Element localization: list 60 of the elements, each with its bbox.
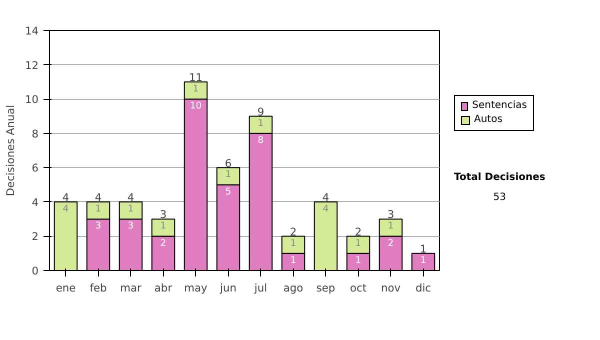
y-tick-label: 8 bbox=[32, 127, 39, 140]
total-label: 2 bbox=[354, 225, 362, 238]
data-label: 4 bbox=[322, 204, 329, 214]
x-tick-label: nov bbox=[380, 282, 401, 294]
annotation: Total Decisiones bbox=[454, 171, 546, 185]
data-label: 3 bbox=[95, 220, 102, 232]
data-label: 1 bbox=[355, 238, 362, 249]
total-label: 2 bbox=[290, 225, 297, 238]
legend-label: Autos bbox=[474, 113, 502, 127]
total-label: 4 bbox=[62, 191, 70, 204]
y-tick-label: 6 bbox=[32, 162, 39, 175]
data-label: 2 bbox=[388, 238, 394, 249]
data-label: 1 bbox=[420, 254, 426, 266]
x-tick-label: sep bbox=[316, 282, 336, 294]
x-tick-label: abr bbox=[154, 282, 173, 294]
total-label: 4 bbox=[127, 191, 134, 204]
total-label: 1 bbox=[420, 242, 427, 256]
total-label: 4 bbox=[94, 191, 102, 204]
x-tick-label: may bbox=[184, 282, 208, 294]
data-label: 1 bbox=[95, 204, 102, 214]
legend-label: Sentencias bbox=[472, 99, 527, 113]
y-axis-title: Decisiones Anual bbox=[4, 104, 17, 196]
x-tick-label: ago bbox=[283, 282, 304, 294]
data-label: 5 bbox=[225, 186, 232, 198]
legend-item: Autos bbox=[461, 113, 527, 127]
data-label: 1 bbox=[290, 254, 296, 266]
total-label: 3 bbox=[160, 208, 167, 222]
data-label: 1 bbox=[258, 118, 264, 129]
data-label: 4 bbox=[62, 204, 69, 214]
data-label: 1 bbox=[388, 220, 394, 232]
data-label: 1 bbox=[128, 204, 134, 214]
data-label: 8 bbox=[258, 134, 264, 146]
data-label: 1 bbox=[290, 238, 296, 249]
y-tick-label: 12 bbox=[24, 58, 39, 72]
x-tick-label: mar bbox=[120, 282, 142, 294]
annotation: 53 bbox=[492, 191, 508, 206]
y-tick-label: 14 bbox=[24, 24, 39, 38]
data-label: 1 bbox=[225, 169, 232, 180]
total-label: 6 bbox=[224, 156, 232, 170]
x-tick-label: feb bbox=[90, 282, 108, 294]
y-tick-label: 0 bbox=[32, 264, 39, 278]
y-tick-label: 10 bbox=[24, 93, 39, 106]
x-tick-label: jul bbox=[253, 282, 268, 294]
data-label: 2 bbox=[160, 238, 166, 249]
data-label: 1 bbox=[355, 254, 362, 266]
legend-item: Sentencias bbox=[461, 99, 527, 113]
data-label: 10 bbox=[190, 100, 202, 112]
total-label: 3 bbox=[387, 208, 394, 222]
y-tick-label: 4 bbox=[32, 196, 39, 209]
x-tick-label: dic bbox=[415, 282, 432, 294]
data-label: 3 bbox=[128, 220, 134, 232]
x-tick-label: oct bbox=[350, 282, 367, 294]
x-tick-label: jun bbox=[219, 282, 236, 294]
total-label: 4 bbox=[322, 191, 330, 204]
total-label: 11 bbox=[188, 71, 203, 84]
data-label: 1 bbox=[192, 84, 199, 94]
x-tick-label: ene bbox=[56, 282, 76, 294]
y-tick-label: 2 bbox=[32, 230, 38, 244]
data-label: 1 bbox=[160, 220, 166, 232]
total-label: 9 bbox=[257, 105, 264, 118]
